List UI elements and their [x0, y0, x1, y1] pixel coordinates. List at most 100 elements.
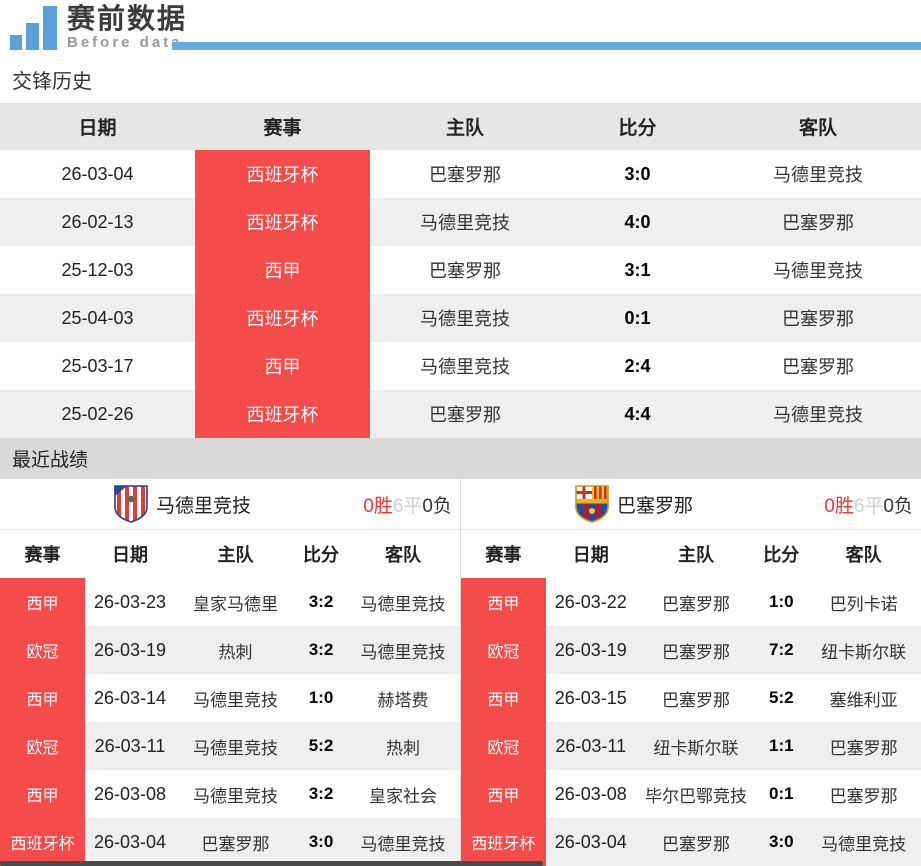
table-row: 西甲 26-03-08 毕尔巴鄂竞技 0:1 巴塞罗那 [461, 770, 921, 818]
match-date: 26-03-22 [554, 591, 627, 612]
match-score: 3:1 [624, 259, 651, 280]
bar-chart-icon [10, 5, 61, 50]
record-wins: 0胜 [824, 495, 854, 517]
h2h-section-title: 交锋历史 [12, 71, 92, 93]
competition-badge: 西甲 [0, 674, 85, 722]
away-team: 纽卡斯尔联 [821, 642, 907, 662]
home-team: 巴塞罗那 [661, 834, 730, 854]
match-score: 1:1 [769, 736, 794, 755]
match-score: 3:2 [308, 592, 334, 611]
col-header-competition: 赛事 [263, 118, 302, 139]
match-date: 26-03-11 [555, 735, 627, 756]
table-row: 西甲 26-03-08 马德里竞技 3:2 皇家社会 [0, 770, 460, 818]
competition-badge: 西班牙杯 [461, 818, 546, 866]
match-date: 25-02-26 [61, 403, 134, 424]
match-score: 7:2 [769, 640, 794, 659]
match-date: 26-03-19 [554, 639, 627, 660]
competition-badge: 西班牙杯 [195, 198, 370, 246]
home-team: 马德里竞技 [193, 786, 278, 806]
site-header: 赛前数据 Before data [0, 0, 921, 55]
away-team: 巴塞罗那 [782, 357, 854, 377]
home-team: 马德里竞技 [193, 738, 278, 758]
record-losses: 0负 [883, 495, 913, 517]
home-team: 巴塞罗那 [429, 165, 501, 185]
match-date: 26-03-15 [554, 687, 627, 708]
col-header-date: 日期 [572, 545, 609, 565]
record-losses: 0负 [422, 495, 452, 517]
match-score: 3:2 [308, 640, 334, 659]
col-header-home: 主队 [445, 118, 484, 139]
match-date: 26-03-23 [93, 591, 167, 612]
col-header-competition: 赛事 [485, 545, 522, 565]
site-logo[interactable]: 赛前数据 Before data [10, 5, 187, 50]
away-team: 巴列卡诺 [829, 594, 898, 614]
table-row: 26-03-04 西班牙杯 巴塞罗那 3:0 马德里竞技 [0, 150, 921, 198]
match-score: 2:4 [624, 355, 651, 376]
team-record: 0胜6平0负 [824, 491, 913, 518]
table-row: 西班牙杯 26-03-04 巴塞罗那 3:0 马德里竞技 [0, 818, 460, 866]
recent-header-row: 赛事 日期 主队 比分 客队 [461, 530, 921, 578]
away-team: 马德里竞技 [773, 405, 863, 425]
match-date: 26-03-11 [94, 735, 166, 756]
table-row: 欧冠 26-03-19 巴塞罗那 7:2 纽卡斯尔联 [461, 626, 921, 674]
match-date: 26-03-04 [554, 831, 627, 852]
match-date: 26-03-08 [93, 783, 167, 804]
home-team: 马德里竞技 [420, 309, 510, 329]
home-team: 巴塞罗那 [429, 405, 501, 425]
home-team: 巴塞罗那 [661, 594, 730, 614]
table-row: 25-12-03 西甲 巴塞罗那 3:1 马德里竞技 [0, 246, 921, 294]
match-score: 3:0 [308, 832, 334, 851]
competition-badge: 欧冠 [461, 722, 546, 770]
away-team: 马德里竞技 [360, 594, 446, 614]
col-header-date: 日期 [78, 118, 117, 139]
competition-badge: 西甲 [461, 578, 546, 626]
away-team: 马德里竞技 [773, 261, 863, 281]
match-score: 1:0 [308, 688, 334, 707]
recent-header-row: 赛事 日期 主队 比分 客队 [0, 530, 460, 578]
col-header-away: 客队 [385, 545, 421, 565]
home-team: 马德里竞技 [420, 357, 510, 377]
match-date: 26-03-14 [93, 687, 167, 708]
match-score: 0:1 [769, 784, 794, 803]
competition-badge: 西班牙杯 [195, 150, 370, 198]
record-draws: 6平 [853, 495, 884, 517]
match-date: 25-03-17 [61, 355, 134, 376]
brand-title: 赛前数据 [67, 3, 188, 34]
match-score: 5:2 [769, 688, 794, 707]
table-row: 西甲 26-03-22 巴塞罗那 1:0 巴列卡诺 [461, 578, 921, 626]
table-row: 欧冠 26-03-19 热刺 3:2 马德里竞技 [0, 626, 460, 674]
col-header-away: 客队 [845, 545, 882, 565]
match-score: 3:2 [308, 784, 334, 803]
home-team: 巴塞罗那 [201, 834, 270, 854]
competition-badge: 西班牙杯 [0, 818, 85, 866]
table-row: 25-02-26 西班牙杯 巴塞罗那 4:4 马德里竞技 [0, 390, 921, 438]
table-row: 西甲 26-03-14 马德里竞技 1:0 赫塔费 [0, 674, 460, 722]
table-row: 西班牙杯 26-03-04 巴塞罗那 3:0 马德里竞技 [461, 818, 921, 866]
col-header-score: 比分 [763, 545, 800, 565]
horizontal-scrollbar-thumb[interactable] [0, 861, 543, 866]
panel-barcelona: 巴塞罗那 0胜6平0负 赛事 日期 主队 比分 客队 西甲 26-03-22 巴… [460, 478, 921, 866]
home-team: 巴塞罗那 [661, 642, 730, 662]
match-date: 26-03-08 [554, 783, 627, 804]
table-row: 25-04-03 西班牙杯 马德里竞技 0:1 巴塞罗那 [0, 294, 921, 342]
competition-badge: 西甲 [195, 246, 370, 294]
competition-badge: 欧冠 [0, 722, 85, 770]
away-team: 马德里竞技 [360, 834, 446, 854]
match-date: 25-04-03 [61, 307, 134, 328]
recent-section-title: 最近战绩 [12, 449, 89, 471]
recent-results-panels: 马德里竞技 0胜6平0负 赛事 日期 主队 比分 客队 西甲 26-03-23 … [0, 478, 921, 866]
match-date: 25-12-03 [61, 259, 134, 280]
away-team: 赫塔费 [377, 690, 429, 710]
h2h-header-row: 日期 赛事 主队 比分 客队 [0, 103, 921, 150]
table-row: 西甲 26-03-15 巴塞罗那 5:2 塞维利亚 [461, 674, 921, 722]
record-draws: 6平 [392, 495, 423, 517]
away-team: 巴塞罗那 [782, 213, 854, 233]
h2h-table: 日期 赛事 主队 比分 客队 26-03-04 西班牙杯 巴塞罗那 3:0 马德… [0, 103, 921, 438]
away-team: 马德里竞技 [821, 834, 907, 854]
team-name: 马德里竞技 [156, 495, 252, 517]
match-score: 4:4 [624, 403, 651, 424]
table-row: 欧冠 26-03-11 马德里竞技 5:2 热刺 [0, 722, 460, 770]
team-header: 巴塞罗那 0胜6平0负 [461, 478, 921, 530]
match-score: 3:0 [769, 832, 794, 851]
